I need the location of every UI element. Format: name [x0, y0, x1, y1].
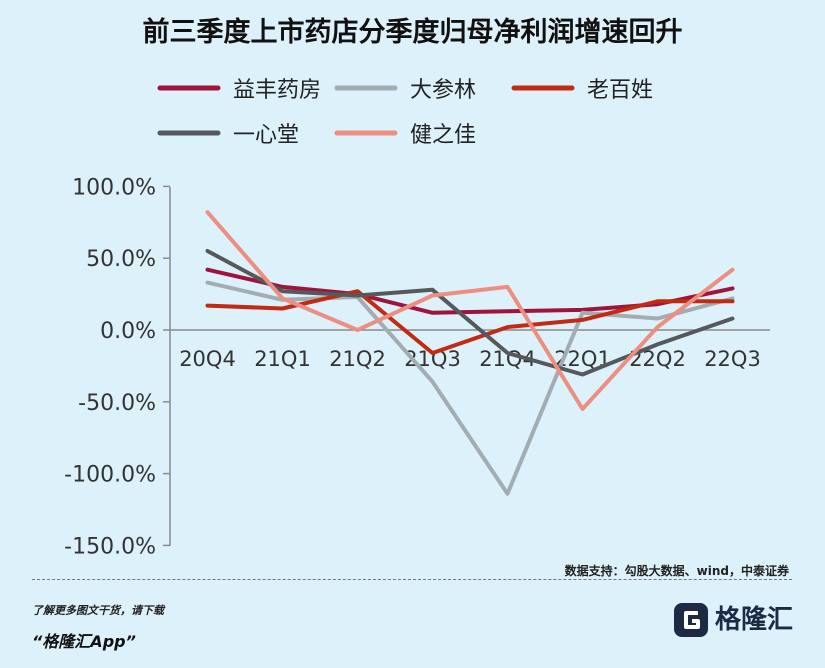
y-tick-label: -100.0% [64, 463, 156, 488]
series-line [205, 249, 735, 377]
data-source: 数据支持：勾股大数据、wind，中泰证券 [564, 564, 789, 578]
x-tick-label: 21Q2 [329, 347, 386, 371]
legend-label: 健之佳 [410, 123, 476, 148]
series-line [205, 210, 735, 411]
y-tick-label: -50.0% [78, 391, 156, 416]
legend-label: 老百姓 [587, 78, 653, 103]
series-line [205, 280, 735, 496]
app-name: “格隆汇App” [32, 632, 136, 651]
footer-divider [32, 579, 792, 580]
axes: 100.0% 50.0% 0.0% -50.0% -100.0% -150.0% 20Q4 2… [64, 175, 770, 559]
x-tick-label: 22Q3 [704, 347, 761, 371]
download-hint: 了解更多图文干货，请下载 [32, 604, 164, 617]
x-tick-label: 20Q4 [179, 347, 236, 371]
x-tick-label: 21Q1 [254, 347, 311, 371]
brand-g-icon [673, 603, 708, 637]
legend-label: 益丰药房 [233, 78, 321, 103]
series-lines [205, 210, 735, 496]
brand-name: 格隆汇 [714, 605, 793, 635]
legend-label: 大参林 [410, 78, 476, 103]
y-tick-label: 50.0% [86, 247, 156, 272]
y-tick-label: 0.0% [100, 319, 156, 344]
brand-logo: 格隆汇 [673, 598, 793, 642]
chart-title: 前三季度上市药店分季度归母净利润增速回升 [142, 17, 683, 48]
y-tick-label: 100.0% [72, 175, 156, 200]
y-tick-label: -150.0% [64, 534, 156, 559]
legend-label: 一心堂 [233, 123, 299, 148]
